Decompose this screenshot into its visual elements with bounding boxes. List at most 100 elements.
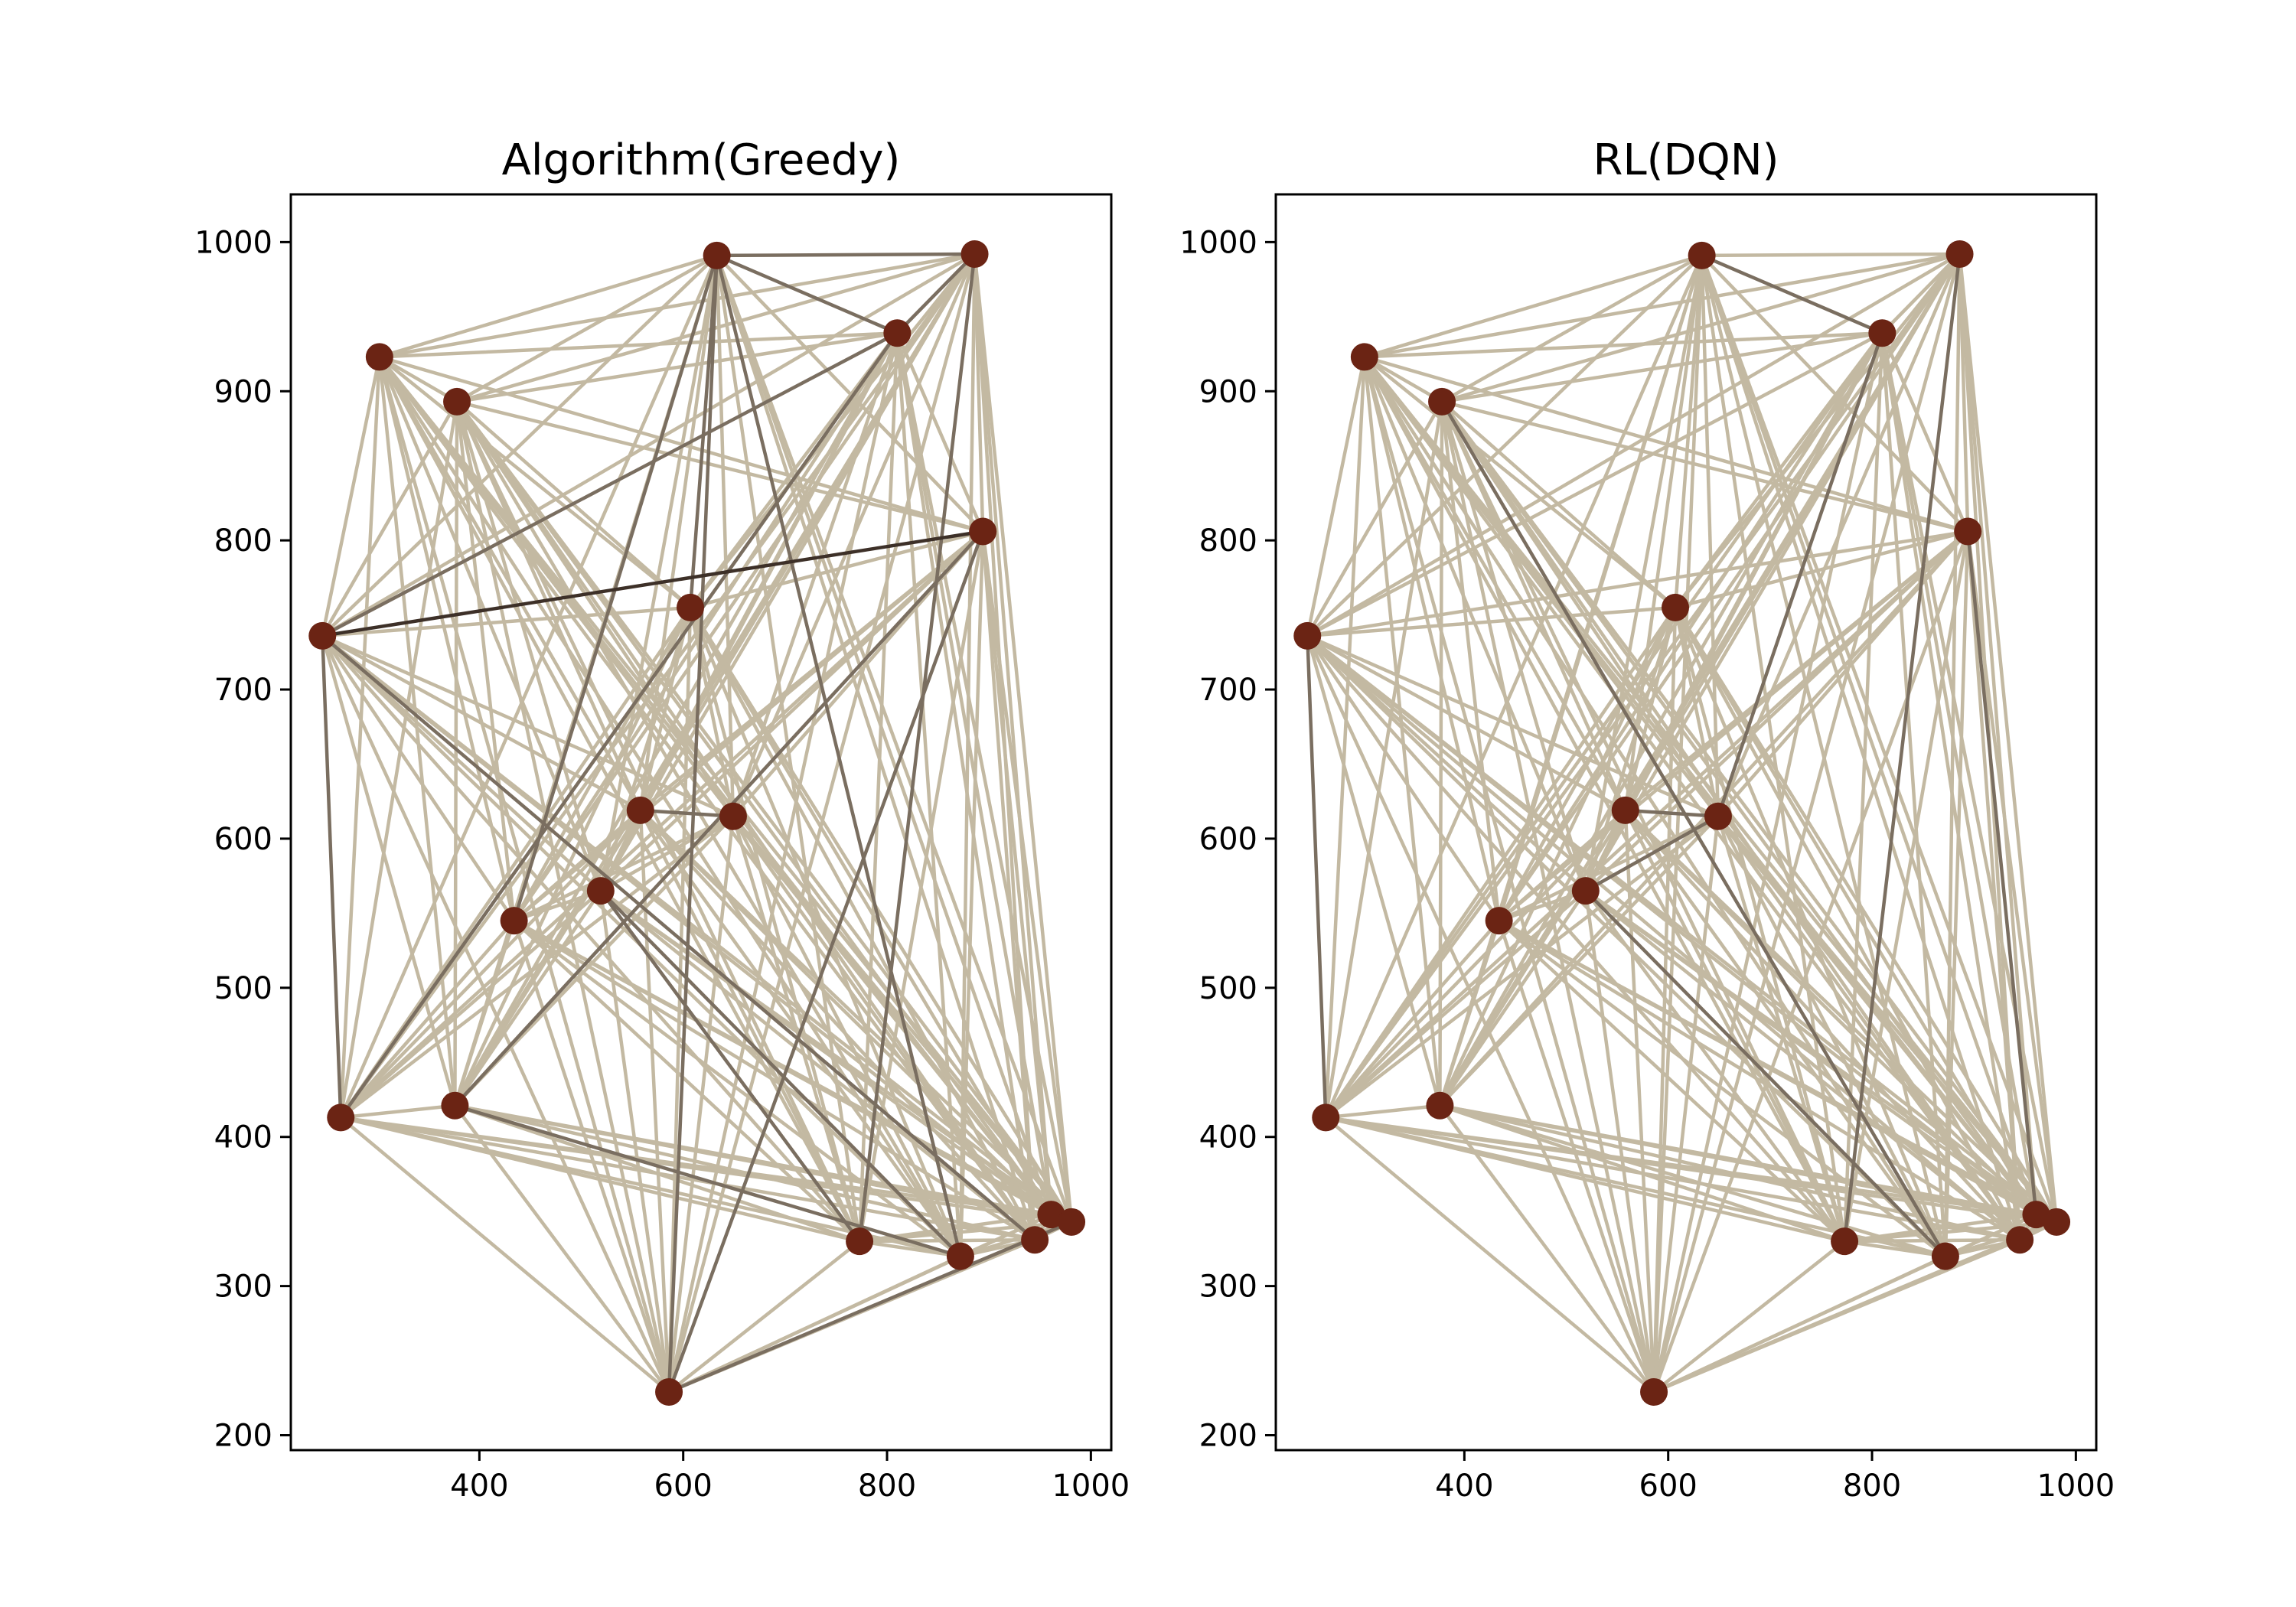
- dqn-edge-12-19: [1324, 1116, 1656, 1394]
- dqn-edge-5-19: [1652, 530, 1970, 1394]
- dqn-edge-3-8: [1440, 399, 1628, 813]
- greedy-node-16: [1021, 1226, 1049, 1254]
- greedy-node-3: [443, 387, 471, 416]
- greedy-edge-6-14: [321, 634, 862, 1244]
- greedy-axes-frame: [289, 193, 1113, 1452]
- greedy-edge-0-4: [715, 253, 899, 335]
- dqn-node-7: [1662, 593, 1690, 621]
- dqn-edge-0-10: [1583, 253, 1704, 893]
- dqn-edge-7-8: [1623, 605, 1678, 813]
- greedy-ytick-label-700: 700: [214, 673, 272, 708]
- dqn-edge-7-11: [1497, 605, 1678, 923]
- dqn-edge-6-18: [1306, 634, 2059, 1224]
- dqn-edge-9-15: [1716, 814, 1948, 1258]
- greedy-edge-3-5: [455, 399, 985, 533]
- dqn-edge-9-13: [1438, 814, 1720, 1108]
- dqn-node-14: [1831, 1227, 1859, 1256]
- greedy-node-1: [960, 240, 989, 268]
- dqn-edge-3-12: [1324, 399, 1444, 1120]
- dqn-node-16: [2006, 1226, 2034, 1254]
- dqn-edge-0-2: [1362, 253, 1704, 359]
- dqn-edge-1-12: [1324, 252, 1962, 1120]
- dqn-edge-11-15: [1497, 918, 1948, 1258]
- dqn-edge-4-12: [1324, 331, 1884, 1120]
- dqn-edge-9-19: [1652, 814, 1720, 1394]
- dqn-edge-2-19: [1362, 355, 1656, 1394]
- greedy-node-11: [500, 907, 528, 935]
- greedy-edge-0-7: [688, 253, 719, 610]
- dqn-axes-frame: [1274, 193, 2098, 1452]
- dqn-edge-11-13: [1438, 918, 1501, 1108]
- dqn-node-1: [1945, 240, 1974, 268]
- dqn-ytick-label-300: 300: [1199, 1270, 1257, 1305]
- dqn-xtick-label-1000: 1000: [2037, 1468, 2115, 1504]
- greedy-edge-0-3: [455, 253, 719, 404]
- greedy-edge-0-9: [715, 253, 735, 818]
- greedy-edge-10-15: [598, 888, 963, 1258]
- greedy-edge-10-16: [598, 888, 1037, 1242]
- dqn-xtick-label-800: 800: [1843, 1468, 1901, 1504]
- dqn-edge-2-12: [1324, 355, 1367, 1120]
- dqn-edge-3-18: [1440, 399, 2059, 1224]
- dqn-xtick-label-400: 400: [1435, 1468, 1493, 1504]
- greedy-edge-5-12: [339, 530, 985, 1120]
- greedy-edge-3-11: [455, 399, 516, 923]
- greedy-edge-3-4: [455, 331, 899, 404]
- greedy-edge-9-11: [512, 814, 735, 923]
- dqn-edge-11-14: [1497, 918, 1847, 1244]
- dqn-edge-6-14: [1306, 634, 1847, 1244]
- greedy-edge-0-17: [715, 253, 1053, 1217]
- dqn-edge-3-10: [1440, 399, 1588, 893]
- greedy-edge-0-12: [339, 253, 719, 1120]
- dqn-edge-7-9: [1673, 605, 1720, 818]
- greedy-edge-0-19: [667, 253, 719, 1394]
- greedy-edge-0-6: [321, 253, 719, 638]
- dqn-edge-0-14: [1700, 253, 1847, 1244]
- dqn-node-3: [1428, 387, 1456, 416]
- greedy-edge-5-7: [688, 530, 985, 610]
- greedy-node-9: [719, 802, 747, 830]
- greedy-edge-11-12: [339, 918, 516, 1120]
- dqn-edge-1-3: [1440, 252, 1962, 404]
- greedy-ytick-label-500: 500: [214, 971, 272, 1006]
- greedy-edge-6-8: [321, 634, 643, 813]
- dqn-edge-12-13: [1324, 1103, 1442, 1120]
- greedy-edge-4-10: [598, 331, 899, 893]
- greedy-edge-4-13: [453, 331, 899, 1108]
- dqn-edge-4-9: [1716, 331, 1884, 818]
- greedy-node-5: [969, 517, 997, 546]
- dqn-edge-5-16: [1965, 530, 2022, 1242]
- dqn-edge-9-17: [1716, 814, 2038, 1217]
- greedy-edge-10-14: [598, 888, 862, 1244]
- dqn-ytick-label-500: 500: [1199, 971, 1257, 1006]
- dqn-edge-13-18: [1438, 1103, 2059, 1224]
- greedy-edge-3-8: [455, 399, 643, 813]
- dqn-edge-5-6: [1306, 530, 1970, 638]
- dqn-edge-4-19: [1652, 331, 1884, 1394]
- dqn-edge-7-10: [1583, 605, 1678, 893]
- dqn-edge-9-10: [1583, 814, 1720, 893]
- greedy-edge-7-9: [688, 605, 735, 818]
- greedy-edge-7-13: [453, 605, 693, 1108]
- greedy-edge-2-5: [377, 355, 985, 533]
- greedy-node-18: [1058, 1208, 1086, 1236]
- dqn-edge-0-1: [1700, 252, 1962, 258]
- greedy-edge-4-12: [339, 331, 899, 1120]
- greedy-edge-5-15: [958, 530, 985, 1258]
- greedy-edge-2-7: [377, 355, 693, 610]
- dqn-node-19: [1640, 1377, 1668, 1406]
- dqn-node-5: [1954, 517, 1982, 546]
- greedy-edge-4-18: [895, 331, 1074, 1224]
- dqn-edge-4-15: [1880, 331, 1948, 1258]
- dqn-edge-3-4: [1440, 331, 1884, 404]
- dqn-edge-2-3: [1362, 355, 1444, 404]
- greedy-edge-0-2: [377, 253, 719, 359]
- greedy-edge-2-6: [321, 355, 382, 638]
- dqn-ytick-label-900: 900: [1199, 374, 1257, 409]
- greedy-node-15: [946, 1242, 974, 1270]
- dqn-edge-2-13: [1362, 355, 1442, 1108]
- dqn-node-15: [1931, 1242, 1959, 1270]
- dqn-edge-4-18: [1880, 331, 2059, 1224]
- greedy-edge-6-13: [321, 634, 457, 1108]
